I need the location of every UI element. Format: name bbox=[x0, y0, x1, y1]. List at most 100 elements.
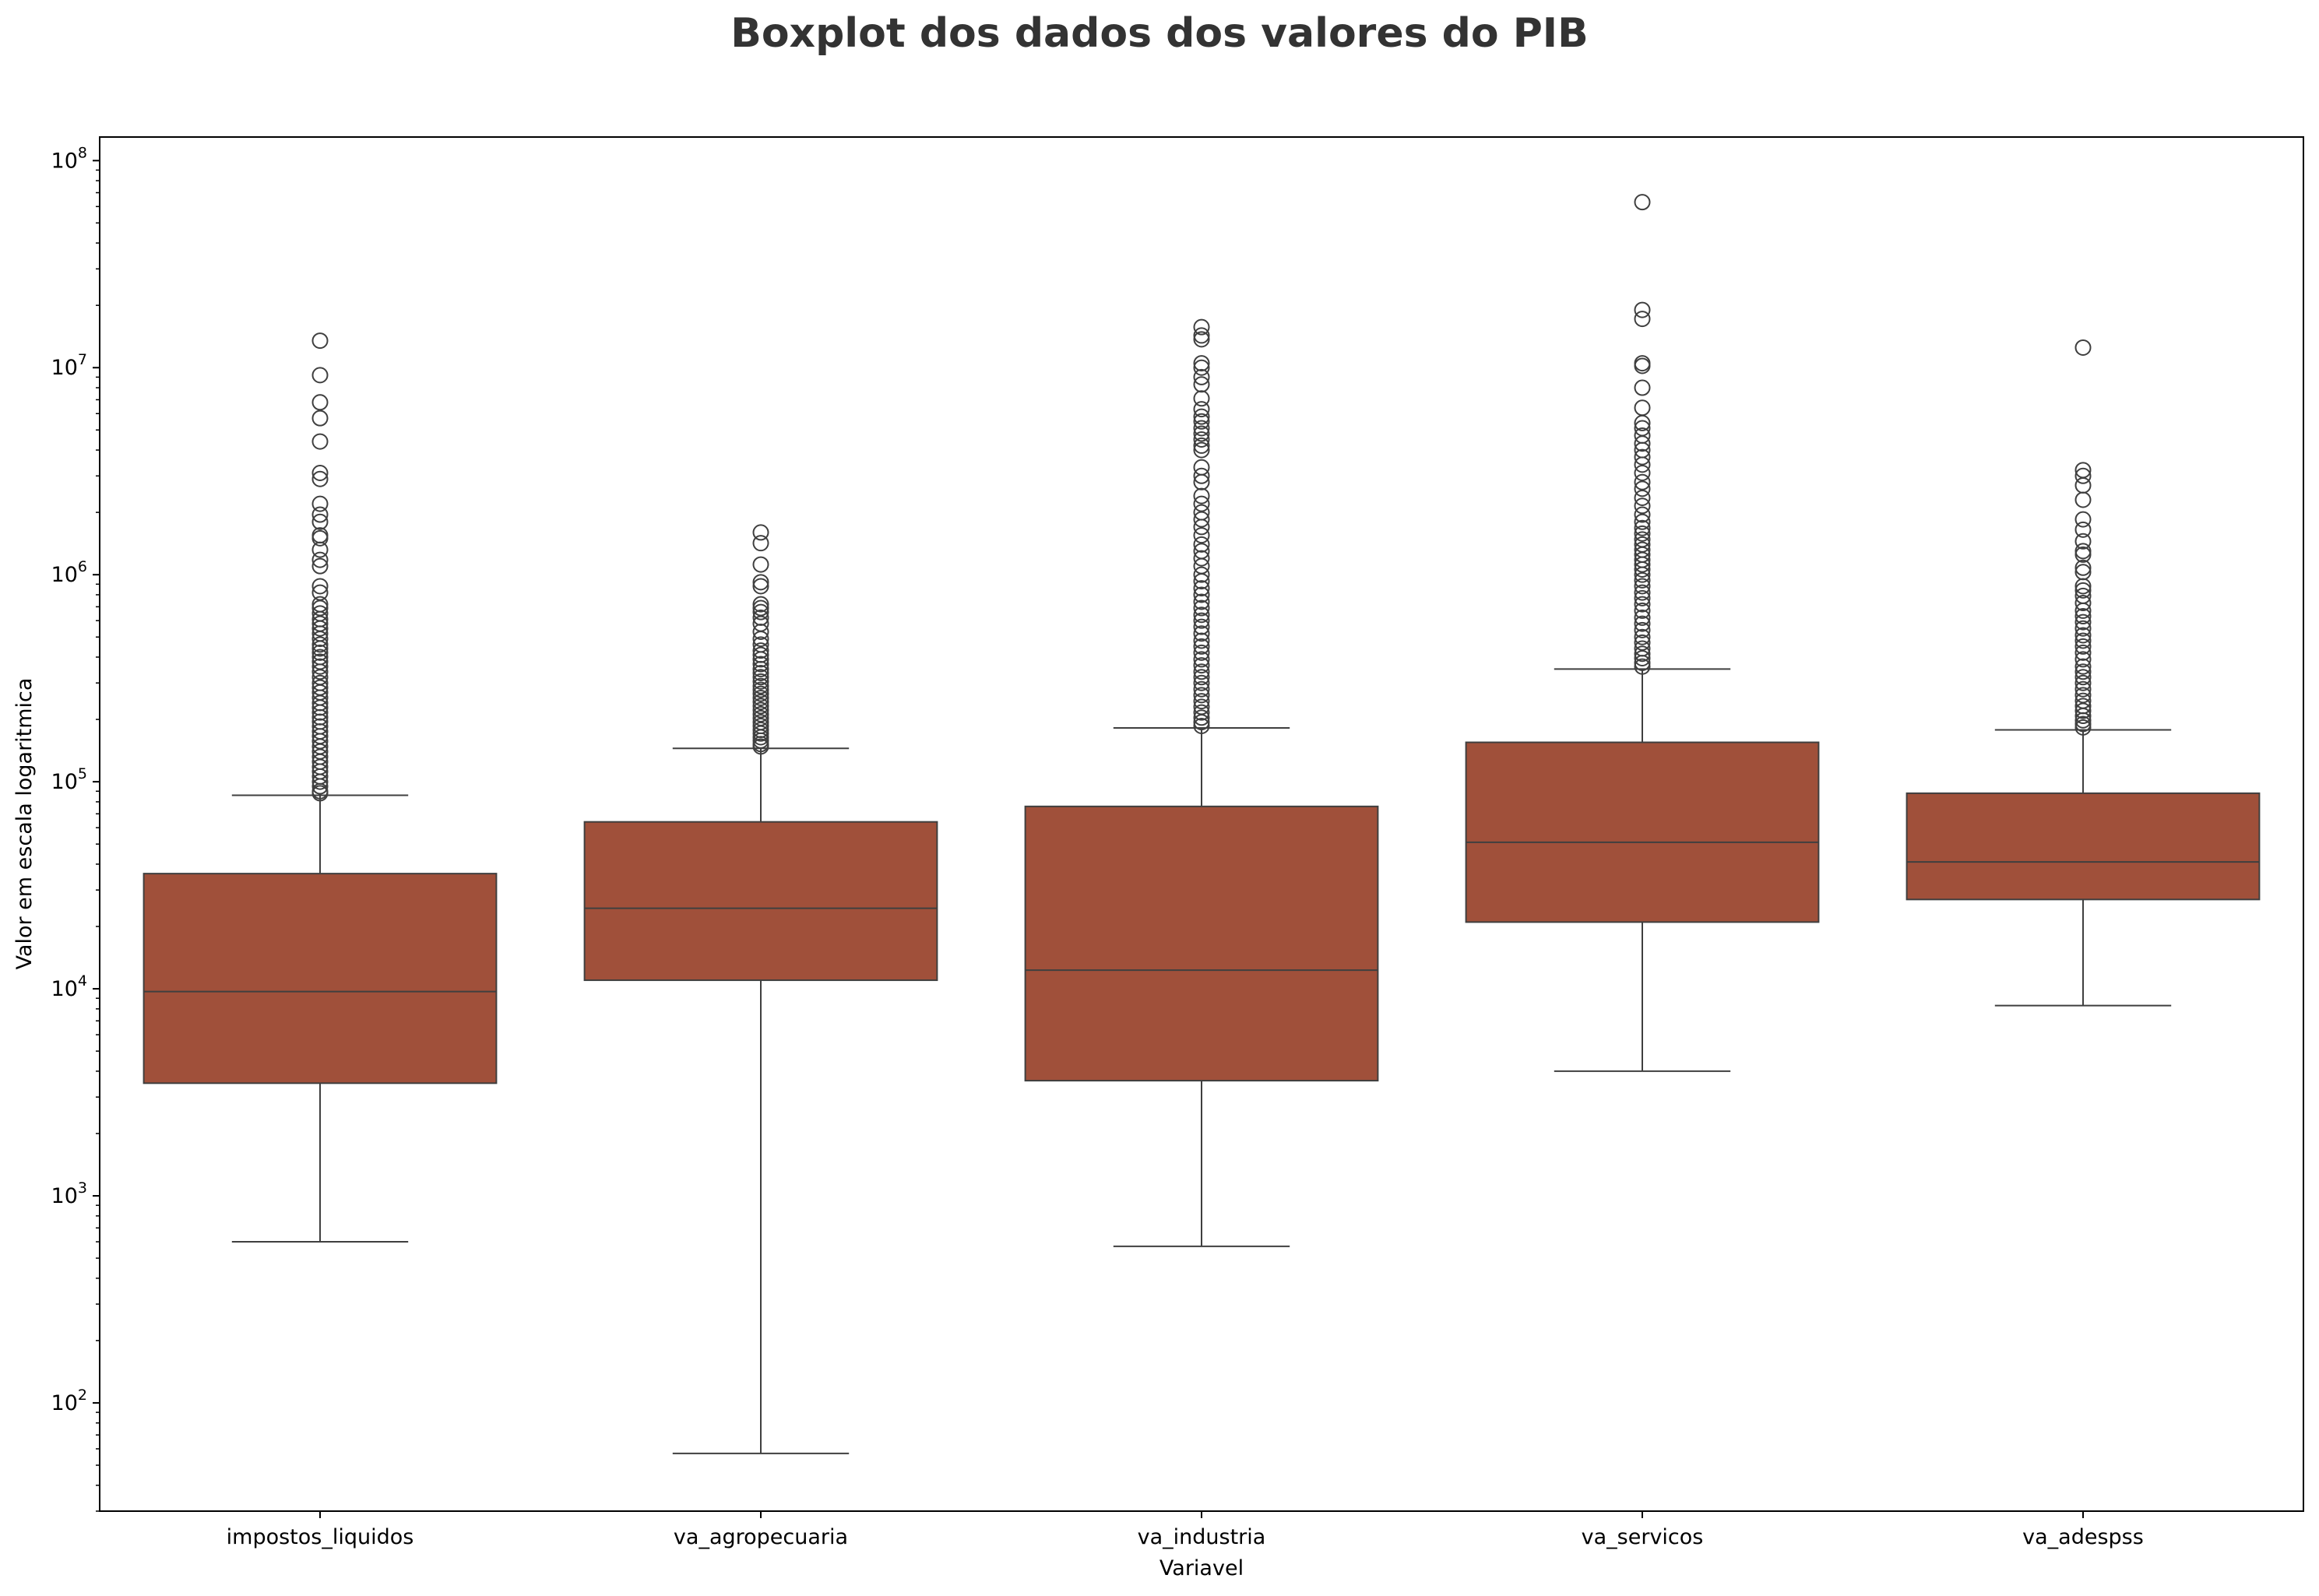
outlier-point bbox=[1193, 495, 1210, 512]
outlier-point bbox=[2074, 651, 2092, 668]
iqr-box bbox=[143, 873, 498, 1085]
box-impostos_liquidos bbox=[143, 332, 498, 1243]
outlier-point bbox=[752, 535, 769, 552]
outlier-point bbox=[1634, 596, 1651, 613]
outlier-point bbox=[2074, 632, 2092, 649]
outlier-point bbox=[1634, 414, 1651, 431]
outlier-point bbox=[1634, 556, 1651, 573]
outlier-point bbox=[752, 596, 769, 613]
outlier-point bbox=[752, 685, 769, 702]
outlier-point bbox=[1193, 663, 1210, 680]
outlier-point bbox=[1634, 435, 1651, 452]
outlier-point bbox=[1634, 506, 1651, 523]
outlier-point bbox=[311, 410, 329, 427]
outlier-point bbox=[311, 620, 329, 637]
x-axis-ticks: impostos_liquidos va_agropecuaria va_indus… bbox=[227, 1511, 2144, 1549]
outlier-point bbox=[1634, 497, 1651, 515]
y-axis-ticks: 102 103 104 105 106 107 108 bbox=[51, 144, 100, 1415]
outlier-point bbox=[752, 631, 769, 648]
outlier-point bbox=[2074, 578, 2092, 595]
outlier-point bbox=[2074, 467, 2092, 484]
outlier-point bbox=[1634, 311, 1651, 328]
outlier-point bbox=[1193, 632, 1210, 649]
outlier-point bbox=[1193, 651, 1210, 668]
x-tick-label: va_servicos bbox=[1582, 1525, 1704, 1549]
outlier-point bbox=[752, 673, 769, 690]
outlier-point bbox=[1634, 628, 1651, 645]
outlier-point bbox=[311, 596, 329, 613]
x-tick-label: va_adespss bbox=[2022, 1525, 2144, 1549]
outlier-point bbox=[752, 578, 769, 595]
outlier-point bbox=[311, 640, 329, 657]
outlier-point bbox=[1634, 357, 1651, 374]
outlier-point bbox=[752, 574, 769, 591]
outlier-point bbox=[752, 681, 769, 698]
outlier-point bbox=[311, 658, 329, 675]
outlier-point bbox=[1193, 580, 1210, 597]
outlier-point bbox=[1634, 561, 1651, 578]
outlier-point bbox=[311, 541, 329, 558]
outlier-point bbox=[311, 733, 329, 750]
x-tick-label: impostos_liquidos bbox=[227, 1525, 414, 1549]
outlier-point bbox=[1634, 566, 1651, 583]
outlier-point bbox=[1634, 456, 1651, 473]
outlier-point bbox=[752, 738, 769, 755]
outlier-point bbox=[1634, 634, 1651, 651]
outlier-point bbox=[1193, 408, 1210, 425]
outlier-point bbox=[1193, 625, 1210, 642]
outlier-point bbox=[311, 663, 329, 680]
outlier-point bbox=[1193, 441, 1210, 459]
outlier-point bbox=[1193, 638, 1210, 655]
box-va_agropecuaria bbox=[583, 524, 938, 1454]
outlier-point bbox=[1193, 674, 1210, 691]
outlier-point bbox=[1634, 399, 1651, 417]
outlier-point bbox=[752, 701, 769, 719]
outlier-point bbox=[1634, 519, 1651, 536]
outlier-point bbox=[311, 557, 329, 575]
outlier-point bbox=[752, 689, 769, 706]
outlier-point bbox=[311, 599, 329, 617]
outlier-point bbox=[1193, 606, 1210, 624]
outlier-point bbox=[311, 367, 329, 384]
outlier-point bbox=[2074, 644, 2092, 661]
outlier-point bbox=[1634, 602, 1651, 619]
outlier-point bbox=[752, 677, 769, 694]
outlier-point bbox=[752, 664, 769, 681]
outlier-point bbox=[311, 513, 329, 530]
outlier-point bbox=[2074, 608, 2092, 625]
outlier-point bbox=[311, 465, 329, 482]
outlier-point bbox=[2074, 680, 2092, 698]
outlier-point bbox=[2074, 687, 2092, 704]
outlier-point bbox=[1193, 693, 1210, 710]
outlier-point bbox=[752, 599, 769, 617]
outlier-point bbox=[1634, 584, 1651, 601]
outlier-point bbox=[1634, 645, 1651, 663]
outlier-point bbox=[1193, 431, 1210, 448]
outlier-point bbox=[1193, 704, 1210, 721]
x-axis-label: Variavel bbox=[1160, 1556, 1244, 1580]
outlier-point bbox=[1193, 709, 1210, 726]
outlier-point bbox=[2074, 669, 2092, 686]
outlier-point bbox=[2074, 546, 2092, 563]
outlier-point bbox=[1193, 331, 1210, 348]
outlier-point bbox=[1193, 401, 1210, 418]
outlier-point bbox=[311, 394, 329, 411]
outlier-point bbox=[1634, 473, 1651, 490]
y-tick-label: 108 bbox=[51, 144, 87, 173]
outlier-point bbox=[311, 636, 329, 653]
outlier-point bbox=[2074, 521, 2092, 538]
outlier-point bbox=[1193, 473, 1210, 490]
outlier-point bbox=[1193, 511, 1210, 528]
outlier-point bbox=[1634, 513, 1651, 530]
outlier-point bbox=[1634, 525, 1651, 542]
outlier-point bbox=[1634, 448, 1651, 466]
iqr-box bbox=[1906, 792, 2261, 901]
x-tick-label: va_industria bbox=[1138, 1525, 1266, 1549]
y-tick-label: 105 bbox=[51, 765, 87, 794]
outlier-point bbox=[1193, 599, 1210, 617]
outlier-point bbox=[752, 624, 769, 641]
outlier-point bbox=[1193, 550, 1210, 567]
outlier-point bbox=[1193, 593, 1210, 610]
outlier-point bbox=[1634, 490, 1651, 507]
outlier-point bbox=[1193, 459, 1210, 476]
